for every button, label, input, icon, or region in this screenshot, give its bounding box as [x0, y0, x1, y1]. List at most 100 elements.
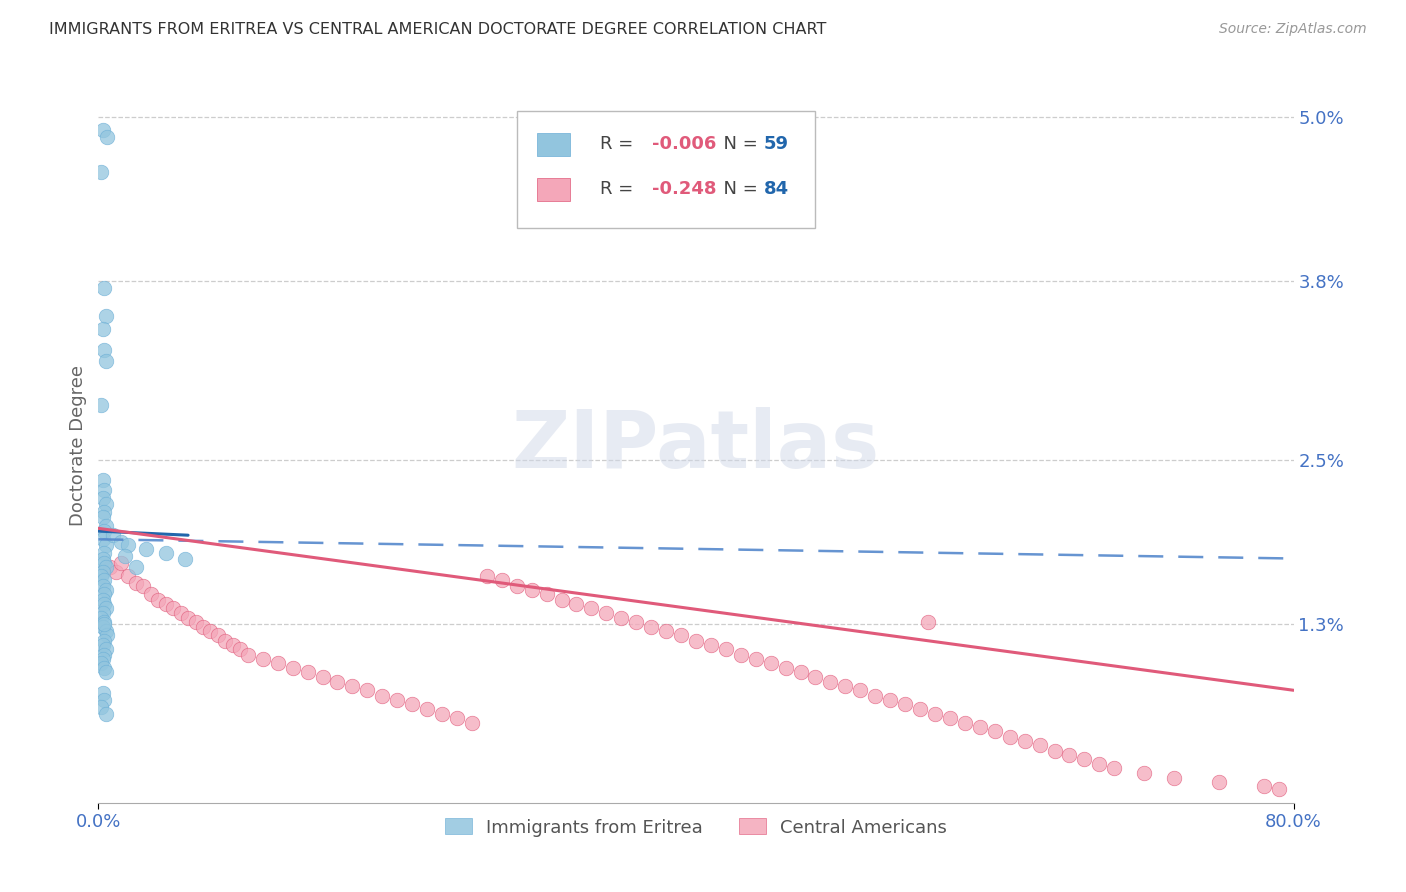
Text: IMMIGRANTS FROM ERITREA VS CENTRAL AMERICAN DOCTORATE DEGREE CORRELATION CHART: IMMIGRANTS FROM ERITREA VS CENTRAL AMERI… — [49, 22, 827, 37]
Point — [385, 693, 409, 707]
Point — [311, 669, 333, 683]
Point — [94, 309, 117, 323]
Point — [93, 587, 115, 601]
Point — [939, 711, 962, 725]
Point — [953, 716, 976, 731]
Point — [610, 610, 633, 624]
Point — [96, 628, 118, 642]
Point — [1163, 771, 1185, 785]
Point — [91, 620, 114, 634]
Point — [90, 610, 112, 624]
Point — [105, 566, 128, 580]
Point — [461, 716, 484, 731]
Point — [669, 628, 692, 642]
Point — [252, 651, 274, 665]
Point — [236, 648, 259, 662]
Point — [93, 556, 115, 570]
Point — [177, 610, 200, 624]
Point — [91, 322, 114, 336]
Point — [93, 505, 115, 519]
Point — [93, 617, 115, 632]
Text: 84: 84 — [763, 180, 789, 198]
Point — [685, 633, 707, 648]
Text: R =: R = — [600, 180, 640, 198]
Point — [94, 624, 117, 639]
Point — [93, 693, 115, 707]
Point — [536, 587, 558, 601]
Point — [91, 579, 114, 593]
Point — [135, 541, 157, 556]
Point — [550, 592, 572, 607]
Point — [91, 491, 114, 505]
Point — [90, 164, 112, 178]
Point — [91, 551, 114, 566]
Point — [775, 661, 797, 675]
Point — [491, 574, 513, 588]
Point — [148, 592, 170, 607]
Point — [94, 706, 117, 721]
Point — [1267, 782, 1289, 797]
Point — [222, 638, 245, 652]
Point — [110, 535, 132, 549]
Point — [1073, 752, 1095, 766]
Text: N =: N = — [711, 136, 763, 153]
Point — [326, 675, 349, 690]
Point — [96, 130, 118, 145]
Point — [94, 601, 117, 615]
Point — [730, 648, 752, 662]
Point — [894, 697, 917, 711]
Point — [820, 675, 842, 690]
Point — [91, 533, 114, 547]
FancyBboxPatch shape — [537, 133, 569, 155]
Point — [655, 624, 678, 639]
Y-axis label: Doctorate Degree: Doctorate Degree — [69, 366, 87, 526]
Point — [110, 556, 132, 570]
Point — [184, 615, 207, 629]
Point — [91, 638, 114, 652]
Point — [595, 607, 617, 621]
Text: -0.248: -0.248 — [652, 180, 716, 198]
Text: ZIPatlas: ZIPatlas — [512, 407, 880, 485]
Point — [125, 559, 148, 574]
Point — [91, 686, 114, 700]
Point — [804, 669, 827, 683]
Point — [93, 343, 115, 357]
Point — [91, 566, 114, 580]
Point — [1043, 744, 1066, 758]
Point — [94, 665, 117, 680]
Text: N =: N = — [711, 180, 763, 198]
Text: R =: R = — [600, 136, 640, 153]
Point — [90, 656, 112, 670]
Point — [879, 693, 901, 707]
Point — [581, 601, 603, 615]
Point — [430, 706, 453, 721]
Point — [1028, 738, 1050, 752]
Point — [1088, 757, 1111, 772]
Point — [93, 483, 115, 497]
FancyBboxPatch shape — [517, 111, 815, 228]
Point — [626, 615, 648, 629]
Point — [93, 661, 115, 675]
Text: 59: 59 — [763, 136, 789, 153]
Point — [1253, 780, 1275, 794]
Point — [93, 597, 115, 611]
Point — [91, 607, 114, 621]
Point — [416, 702, 439, 716]
Point — [759, 656, 782, 670]
Point — [849, 683, 872, 698]
Point — [114, 549, 136, 563]
Point — [90, 569, 112, 583]
Point — [297, 665, 319, 680]
Point — [93, 633, 115, 648]
Point — [214, 633, 236, 648]
Point — [200, 624, 222, 639]
Point — [865, 689, 887, 703]
Point — [91, 473, 114, 487]
Text: -0.006: -0.006 — [652, 136, 716, 153]
Point — [93, 524, 115, 538]
Point — [91, 510, 114, 524]
Point — [714, 642, 737, 657]
Point — [1059, 747, 1081, 762]
Point — [640, 620, 662, 634]
Point — [103, 528, 125, 542]
